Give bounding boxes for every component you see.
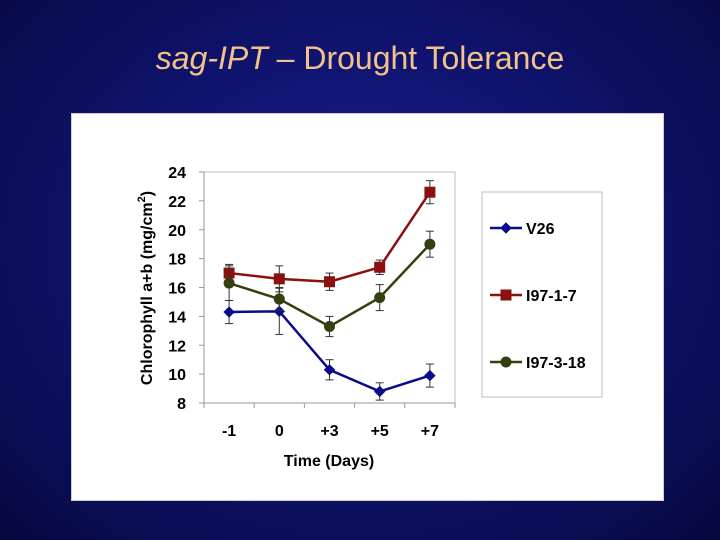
y-tick-label: 14 [168,309,186,326]
data-point [273,293,285,305]
data-point [374,261,386,273]
x-tick-label: -1 [222,423,236,440]
y-axis-title: Chlorophyll a+b (mg/cm2) [136,191,156,385]
title-rest-part: – Drought Tolerance [267,40,565,76]
y-tick-label: 10 [168,367,186,384]
title-italic-part: sag-IPT [155,40,268,76]
data-point [424,369,436,382]
x-tick-label: +5 [371,423,389,440]
data-point [324,276,335,288]
legend-label: I97-1-7 [526,288,577,305]
data-point [324,320,335,332]
y-tick-label: 18 [168,252,186,269]
y-tick-label: 12 [168,338,186,355]
series-i97-1-7 [223,180,436,293]
slide-title: sag-IPT – Drought Tolerance [0,36,720,80]
data-point [374,292,386,304]
legend: V26 I97-1-7 I97-3-18 [481,191,603,398]
data-point [424,186,436,198]
legend-swatch-marker [500,289,512,301]
y-tick-label: 16 [168,281,186,298]
data-point [273,273,285,285]
legend-swatch-marker [500,356,512,368]
x-axis-ticks: -1 0 +3 +5 +7 [203,403,456,440]
legend-label: I97-3-18 [526,355,586,372]
y-tick-label: 24 [168,165,186,182]
legend-item: V26 [490,221,555,238]
data-point [223,277,235,289]
legend-item: I97-3-18 [490,355,586,372]
legend-label: V26 [526,221,555,238]
y-axis-title-close: ) [139,191,156,196]
legend-swatch-marker [500,222,512,234]
data-point [223,306,235,318]
y-tick-label: 22 [168,194,186,211]
x-tick-label: +7 [421,423,439,440]
series-i97-3-18 [223,230,436,338]
data-point [273,305,286,318]
series-line [228,191,431,283]
data-point [373,385,386,398]
x-tick-label: 0 [275,423,284,440]
x-tick-label: +3 [320,423,338,440]
x-axis-title: Time (Days) [284,453,374,470]
data-point [424,238,436,250]
series-layer [223,180,436,401]
y-tick-label: 20 [168,223,186,240]
series-v26 [223,287,436,401]
y-tick-label: 8 [177,396,186,413]
legend-item: I97-1-7 [490,288,577,305]
y-axis-title-superscript: 2 [136,196,148,202]
y-axis-ticks: 8 10 12 14 16 18 20 22 24 [168,165,204,413]
data-point [323,364,336,376]
y-axis-title-main: Chlorophyll a+b (mg/cm [139,202,156,385]
